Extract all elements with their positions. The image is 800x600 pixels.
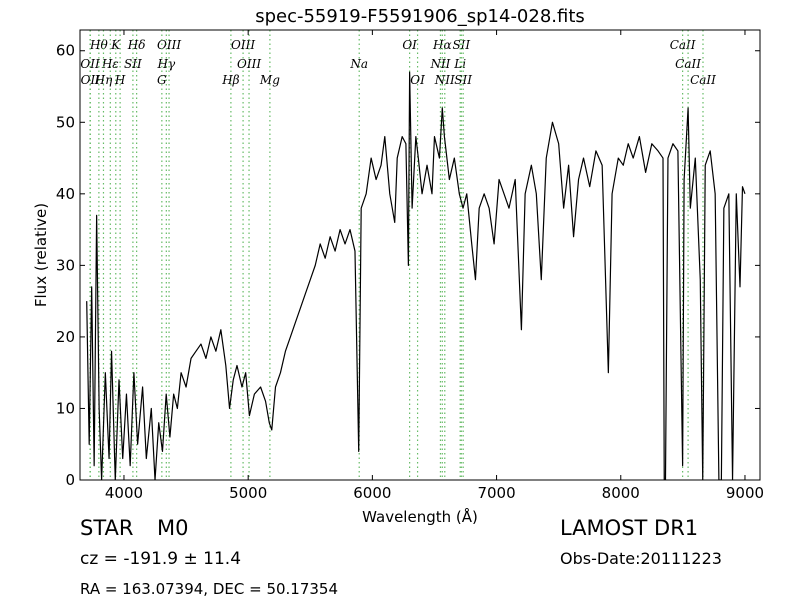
spectrum-line — [86, 71, 746, 480]
spectral-line-label: SII — [454, 73, 472, 87]
object-subclass: M0 — [157, 516, 188, 540]
plot-frame — [79, 29, 761, 481]
survey: LAMOST DR1 — [560, 516, 698, 540]
x-tick-label: 8000 — [602, 484, 640, 502]
chart-title: spec-55919-F5591906_sp14-028.fits — [255, 6, 585, 27]
coordinates: RA = 163.07394, DEC = 50.17354 — [80, 580, 338, 598]
spectral-line-label: Hδ — [127, 38, 146, 52]
spectral-line-label: OIII — [237, 57, 261, 71]
y-axis-label: Flux (relative) — [32, 203, 50, 307]
spectral-line-label: K — [110, 38, 121, 52]
spectral-line-label: Hη — [94, 73, 113, 87]
spectral-line-label: OII — [81, 73, 101, 87]
spectral-line-label: SII — [452, 38, 470, 52]
obs-date: Obs-Date:20111223 — [560, 549, 722, 568]
y-tick-label: 30 — [56, 256, 75, 274]
y-tick-label: 0 — [65, 471, 75, 489]
spectral-line-label: OI — [402, 38, 417, 52]
spectral-line-label: NII — [434, 73, 455, 87]
x-tick-label: 4000 — [105, 484, 143, 502]
spectral-line-label: Li — [453, 57, 466, 71]
x-tick-label: 6000 — [353, 484, 391, 502]
spectral-line-label: OII — [80, 57, 100, 71]
spectral-line-label: Hθ — [89, 38, 108, 52]
spectral-line-label: SII — [124, 57, 142, 71]
spectral-line-label: Hβ — [221, 73, 239, 87]
redshift: cz = -191.9 ± 11.4 — [80, 549, 241, 569]
x-tick-label: 7000 — [477, 484, 515, 502]
spectral-line-label: Hε — [101, 57, 119, 71]
x-tick-label: 5000 — [229, 484, 267, 502]
spectral-line-label: Hγ — [156, 57, 175, 71]
y-tick-label: 50 — [56, 113, 75, 131]
spectral-line-label: CaII — [670, 38, 696, 52]
spectral-line-label: CaII — [675, 57, 701, 71]
object-class: STAR — [80, 516, 133, 540]
y-tick-label: 40 — [56, 185, 75, 203]
spectral-line-label: OI — [410, 73, 425, 87]
y-tick-label: 10 — [56, 399, 75, 417]
x-axis-label: Wavelength (Å) — [362, 507, 478, 526]
x-tick-label: 9000 — [726, 484, 764, 502]
spectral-line-label: Hα — [432, 38, 452, 52]
spectral-line-label: Mg — [259, 73, 280, 87]
spectral-line-label: NII — [429, 57, 450, 71]
spectral-line-label: CaII — [690, 73, 716, 87]
spectral-line-label: OIII — [231, 38, 255, 52]
y-tick-label: 60 — [56, 42, 75, 60]
spectral-line-label: OIII — [157, 38, 181, 52]
spectral-line-label: H — [114, 73, 126, 87]
spectral-line-label: G — [157, 73, 167, 87]
spectral-line-label: Na — [349, 57, 368, 71]
y-tick-label: 20 — [56, 328, 75, 346]
